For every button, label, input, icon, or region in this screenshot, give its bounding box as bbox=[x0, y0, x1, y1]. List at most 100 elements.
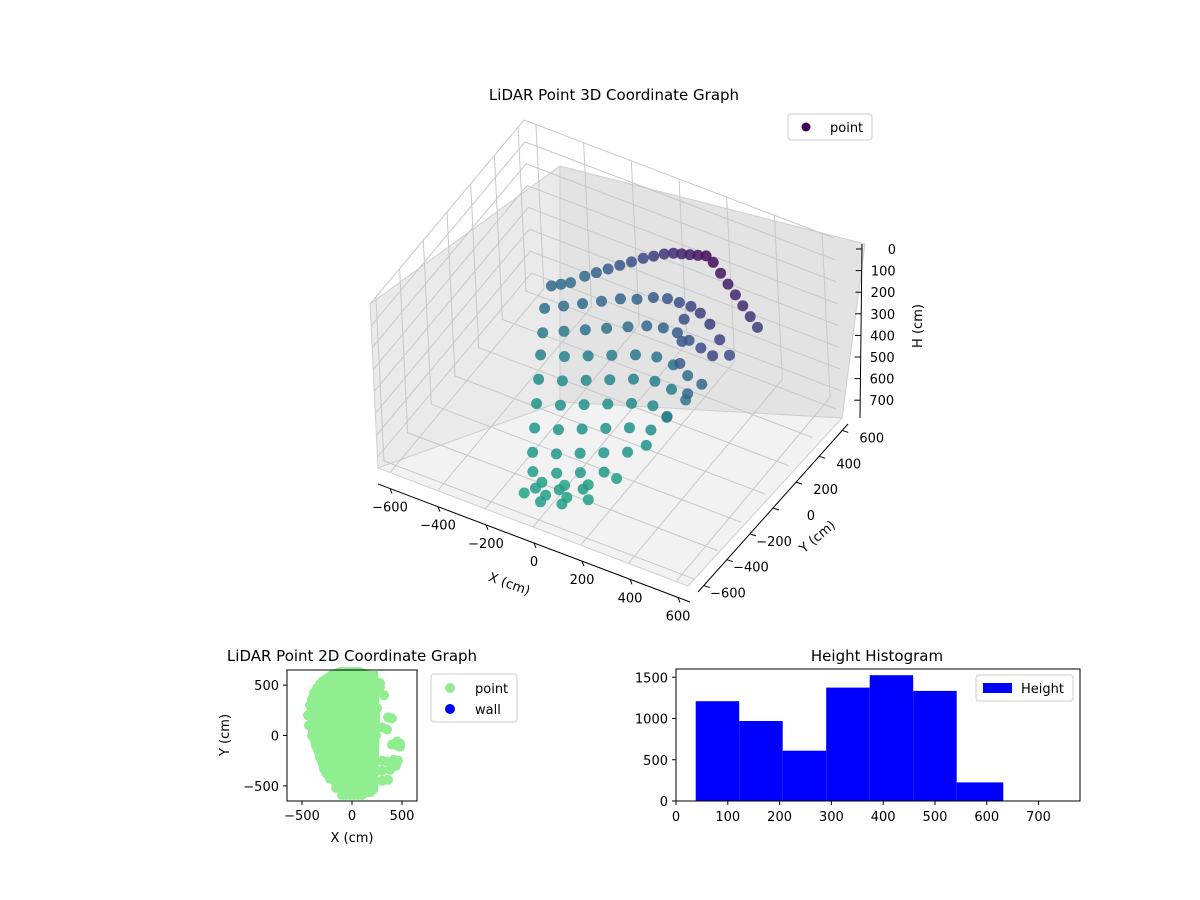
ticks-3d: −600 −400 −200 0 200 400 600 −600 −400 −200 0 200 40… bbox=[372, 243, 896, 624]
point-3d bbox=[678, 313, 690, 325]
chart-2d-title: LiDAR Point 2D Coordinate Graph bbox=[227, 647, 477, 665]
point-3d bbox=[553, 484, 565, 496]
chart-3d-title: LiDAR Point 3D Coordinate Graph bbox=[489, 86, 739, 104]
point-3d bbox=[707, 256, 719, 268]
grid-x-200 bbox=[580, 197, 736, 546]
point-3d bbox=[622, 321, 634, 333]
legend-3d-marker-point bbox=[801, 122, 811, 132]
x-tick-label-histogram: 200 bbox=[767, 810, 792, 825]
legend-2d-marker-point bbox=[445, 683, 455, 693]
point-3d bbox=[695, 342, 707, 354]
point-3d bbox=[579, 324, 591, 336]
x-tick-label-histogram: 100 bbox=[715, 810, 740, 825]
point-3d bbox=[556, 375, 568, 387]
point-3d bbox=[628, 373, 639, 385]
point-3d bbox=[545, 280, 557, 292]
point-3d bbox=[600, 422, 612, 434]
point-2d-point bbox=[367, 740, 377, 751]
point-3d bbox=[744, 311, 756, 323]
histogram-title: Height Histogram bbox=[811, 647, 943, 665]
legend-2d-label-point: point bbox=[475, 682, 508, 697]
point-3d bbox=[554, 399, 566, 411]
point-3d bbox=[527, 446, 539, 458]
histogram-bars bbox=[695, 675, 1004, 801]
y-tick-3d bbox=[818, 455, 826, 459]
y-tick-label-histogram: 500 bbox=[643, 754, 668, 769]
point-3d bbox=[537, 327, 549, 339]
grid-x--600 bbox=[389, 124, 545, 473]
point-3d bbox=[682, 388, 694, 400]
y-tick-label-3d: −400 bbox=[733, 561, 769, 576]
point-3d bbox=[729, 289, 741, 301]
y-tick-label-histogram: 1500 bbox=[635, 671, 668, 686]
y-tick-label-2d: −500 bbox=[243, 780, 279, 795]
point-3d bbox=[582, 494, 594, 506]
x-tick-label-3d: 400 bbox=[618, 591, 643, 606]
x-tick-label-histogram: 300 bbox=[819, 810, 844, 825]
point-3d bbox=[578, 399, 590, 411]
point-3d bbox=[696, 378, 708, 390]
z-tick-label-3d: 100 bbox=[871, 265, 896, 280]
point-3d bbox=[602, 398, 614, 410]
point-3d bbox=[535, 349, 547, 361]
grid-y-400 bbox=[493, 155, 813, 438]
x-tick-label-2d: −500 bbox=[284, 809, 320, 824]
ticks-2d: −500 0 500 −500 0 500 bbox=[243, 679, 414, 824]
point-3d bbox=[722, 278, 734, 290]
z-tick-label-3d: 300 bbox=[870, 308, 895, 323]
point-3d bbox=[752, 321, 763, 333]
point-3d bbox=[622, 446, 634, 458]
point-3d bbox=[647, 292, 659, 303]
point-2d-point bbox=[375, 678, 385, 689]
point-3d bbox=[724, 349, 735, 361]
point-3d bbox=[577, 298, 588, 310]
histogram-bar bbox=[826, 687, 870, 801]
point-3d bbox=[674, 358, 686, 369]
chart-3d: LiDAR Point 3D Coordinate Graph −600 −400… bbox=[369, 86, 926, 624]
grid-x-400 bbox=[628, 215, 783, 564]
x-tick-label-2d: 500 bbox=[390, 809, 415, 824]
point-3d bbox=[552, 424, 564, 436]
point-3d bbox=[631, 293, 643, 305]
point-3d bbox=[626, 256, 637, 268]
point-2d-point bbox=[357, 790, 367, 800]
point-3d bbox=[614, 259, 626, 271]
point-2d-point bbox=[395, 741, 405, 752]
histogram-bar bbox=[913, 690, 957, 801]
point-3d bbox=[661, 411, 673, 423]
legend-2d: point wall bbox=[430, 673, 518, 723]
point-3d bbox=[604, 374, 616, 386]
x-tick-label-histogram: 0 bbox=[672, 810, 680, 825]
grid-z-500 bbox=[374, 228, 840, 414]
point-3d bbox=[737, 300, 749, 312]
x-tick-3d bbox=[629, 579, 633, 585]
point-3d bbox=[685, 300, 697, 312]
point-2d-point bbox=[387, 713, 397, 724]
grid-x--400 bbox=[437, 142, 593, 492]
point-3d bbox=[640, 439, 652, 451]
point-3d bbox=[556, 498, 568, 510]
plot-area-histogram bbox=[675, 668, 1081, 802]
x-tick-label-3d: 600 bbox=[666, 609, 691, 624]
point-2d-point bbox=[382, 724, 392, 735]
y-tick-3d bbox=[772, 507, 780, 511]
y-tick-label-histogram: 1000 bbox=[635, 713, 668, 728]
histogram-bar bbox=[782, 750, 827, 801]
point-2d-point bbox=[372, 703, 382, 714]
point-3d bbox=[550, 448, 562, 460]
point-3d bbox=[692, 249, 704, 261]
point-3d bbox=[704, 318, 716, 330]
legend-2d-marker-wall bbox=[445, 704, 455, 714]
point-3d bbox=[531, 398, 543, 410]
z-tick-label-3d: 400 bbox=[870, 329, 895, 344]
y-tick-3d bbox=[749, 533, 757, 537]
grid-z-600 bbox=[376, 250, 841, 436]
point-3d bbox=[558, 351, 570, 362]
point-3d bbox=[606, 349, 618, 361]
legend-3d: point bbox=[787, 113, 873, 141]
point-3d bbox=[533, 373, 545, 385]
point-3d bbox=[676, 248, 688, 260]
point-3d bbox=[624, 422, 635, 434]
legend-histogram-swatch bbox=[983, 683, 1012, 693]
ticks-histogram: 0 100 200 300 400 500 600 700 0 500 1000 1500 bbox=[635, 671, 1051, 825]
